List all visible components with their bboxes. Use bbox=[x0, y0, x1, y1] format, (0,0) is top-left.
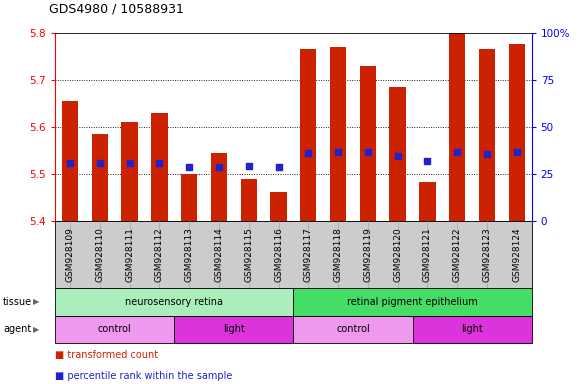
Bar bbox=[360, 66, 376, 221]
Point bbox=[453, 149, 462, 155]
Text: GSM928117: GSM928117 bbox=[304, 227, 313, 282]
Text: ■ percentile rank within the sample: ■ percentile rank within the sample bbox=[55, 371, 232, 381]
Bar bbox=[389, 87, 406, 221]
Text: GSM928122: GSM928122 bbox=[453, 227, 462, 282]
Text: GSM928110: GSM928110 bbox=[95, 227, 105, 282]
Bar bbox=[419, 182, 436, 221]
Point bbox=[66, 161, 75, 167]
Text: ▶: ▶ bbox=[33, 325, 40, 334]
Point bbox=[125, 161, 134, 167]
Point bbox=[304, 149, 313, 156]
Text: GSM928123: GSM928123 bbox=[482, 227, 492, 282]
Bar bbox=[241, 179, 257, 221]
Bar bbox=[449, 33, 465, 221]
Point bbox=[333, 149, 343, 155]
Bar bbox=[211, 152, 227, 221]
Text: neurosensory retina: neurosensory retina bbox=[125, 297, 223, 307]
Text: GSM928113: GSM928113 bbox=[185, 227, 193, 282]
Point bbox=[214, 164, 224, 170]
Point bbox=[363, 149, 372, 155]
Point bbox=[155, 161, 164, 167]
Text: retinal pigment epithelium: retinal pigment epithelium bbox=[347, 297, 478, 307]
Text: control: control bbox=[98, 324, 132, 334]
Point bbox=[274, 164, 283, 170]
Text: GSM928118: GSM928118 bbox=[333, 227, 343, 282]
Bar bbox=[151, 113, 167, 221]
Text: GDS4980 / 10588931: GDS4980 / 10588931 bbox=[49, 2, 184, 15]
Bar bbox=[62, 101, 78, 221]
Text: GSM928116: GSM928116 bbox=[274, 227, 283, 282]
Point bbox=[482, 151, 492, 157]
Bar bbox=[121, 122, 138, 221]
Bar bbox=[330, 47, 346, 221]
Text: light: light bbox=[461, 324, 483, 334]
Text: GSM928120: GSM928120 bbox=[393, 227, 402, 282]
Text: GSM928109: GSM928109 bbox=[66, 227, 74, 282]
Bar bbox=[300, 49, 317, 221]
Point bbox=[244, 163, 253, 169]
Text: GSM928119: GSM928119 bbox=[363, 227, 372, 282]
Text: light: light bbox=[223, 324, 245, 334]
Text: GSM928111: GSM928111 bbox=[125, 227, 134, 282]
Point bbox=[95, 161, 105, 167]
Bar bbox=[92, 134, 108, 221]
Text: GSM928124: GSM928124 bbox=[512, 227, 521, 282]
Text: GSM928121: GSM928121 bbox=[423, 227, 432, 282]
Text: ▶: ▶ bbox=[33, 297, 40, 306]
Text: control: control bbox=[336, 324, 370, 334]
Point bbox=[423, 158, 432, 164]
Text: GSM928112: GSM928112 bbox=[155, 227, 164, 282]
Point bbox=[512, 149, 521, 155]
Text: tissue: tissue bbox=[3, 297, 32, 307]
Text: GSM928115: GSM928115 bbox=[244, 227, 253, 282]
Point bbox=[393, 153, 402, 159]
Bar bbox=[508, 45, 525, 221]
Bar bbox=[181, 174, 198, 221]
Point bbox=[185, 164, 194, 170]
Text: agent: agent bbox=[3, 324, 31, 334]
Bar bbox=[479, 49, 495, 221]
Text: ■ transformed count: ■ transformed count bbox=[55, 350, 158, 360]
Text: GSM928114: GSM928114 bbox=[214, 227, 224, 282]
Bar bbox=[270, 192, 286, 221]
